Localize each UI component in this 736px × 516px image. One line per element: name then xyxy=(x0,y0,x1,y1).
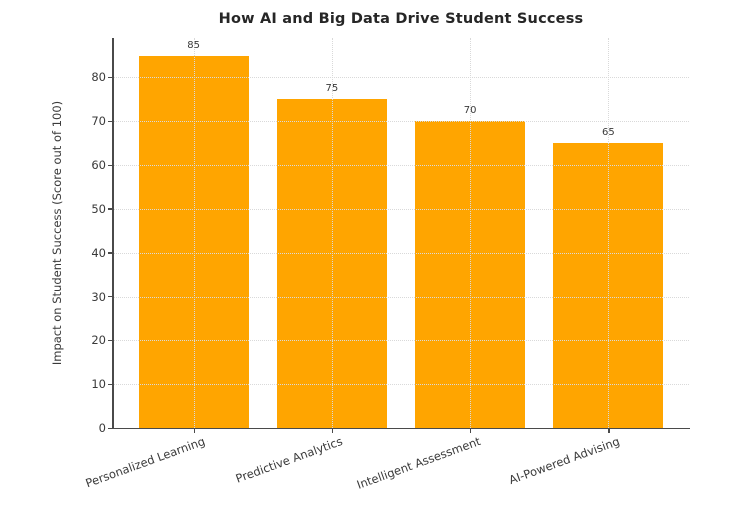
y-tick-label: 40 xyxy=(91,245,106,260)
y-tick-mark xyxy=(108,120,112,123)
y-tick-label: 0 xyxy=(98,421,106,435)
y-tick-mark xyxy=(108,296,112,298)
y-tick-mark xyxy=(108,252,112,254)
y-axis-label: Impact on Student Success (Score out of … xyxy=(50,100,64,366)
y-tick-label: 70 xyxy=(91,114,106,129)
x-axis-spine xyxy=(112,427,690,429)
y-tick-mark xyxy=(108,427,112,429)
x-tick-label: Predictive Analytics xyxy=(234,434,345,486)
y-tick-label: 60 xyxy=(91,158,106,173)
value-labels-layer: 85 75 70 65 xyxy=(113,38,689,428)
y-axis-spine xyxy=(112,38,114,429)
bar-value-label: 75 xyxy=(325,83,339,95)
y-tick-mark xyxy=(108,164,112,166)
x-tick-mark xyxy=(608,429,610,433)
y-tick-label: 80 xyxy=(91,70,106,85)
y-tick-mark xyxy=(108,339,112,342)
y-tick-label: 10 xyxy=(91,377,106,392)
plot-area: 85 75 70 65 xyxy=(113,38,689,428)
y-tick-label: 30 xyxy=(91,289,106,304)
x-tick-mark xyxy=(193,429,195,433)
bar-value-label: 85 xyxy=(187,39,200,51)
bar-value-label: 70 xyxy=(463,105,477,117)
x-tick-mark xyxy=(331,429,334,433)
bar-value-label: 65 xyxy=(602,127,615,139)
x-tick-label: Personalized Learning xyxy=(83,434,207,491)
y-tick-label: 50 xyxy=(91,201,106,216)
y-tick-mark xyxy=(108,76,112,79)
x-tick-label: Intelligent Assessment xyxy=(355,434,483,492)
y-tick-mark xyxy=(108,383,112,385)
y-tick-label: 20 xyxy=(91,333,106,348)
x-tick-label: AI-Powered Advising xyxy=(506,434,622,488)
chart-title: How AI and Big Data Drive Student Succes… xyxy=(218,11,584,27)
x-tick-mark xyxy=(470,429,472,433)
y-tick-mark xyxy=(108,208,112,210)
